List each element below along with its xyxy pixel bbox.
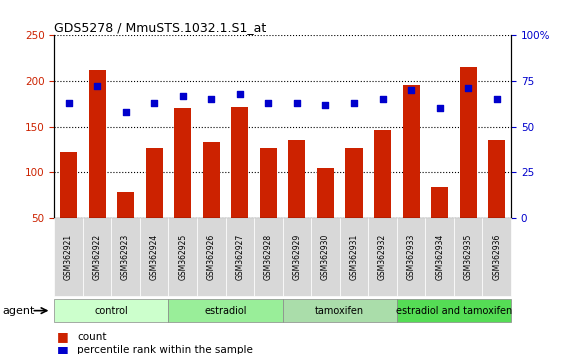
FancyBboxPatch shape (168, 299, 283, 322)
Bar (60, 152, 77, 218)
Text: estradiol: estradiol (204, 306, 247, 316)
Point (207, 96, 216, 102)
FancyBboxPatch shape (454, 218, 482, 296)
Text: percentile rank within the sample: percentile rank within the sample (77, 346, 253, 354)
Text: GSM362936: GSM362936 (492, 233, 501, 280)
Point (235, 91, 244, 97)
Point (492, 96, 501, 102)
Point (378, 96, 387, 102)
FancyBboxPatch shape (197, 218, 226, 296)
Text: GSM362922: GSM362922 (93, 234, 102, 280)
Bar (431, 187, 448, 218)
Bar (89, 70, 106, 218)
FancyBboxPatch shape (425, 218, 454, 296)
Bar (203, 142, 220, 218)
Text: control: control (94, 306, 128, 316)
Text: estradiol and tamoxifen: estradiol and tamoxifen (396, 306, 512, 316)
Bar (374, 130, 391, 218)
FancyBboxPatch shape (283, 299, 397, 322)
Text: GSM362935: GSM362935 (464, 233, 473, 280)
Bar (146, 148, 163, 218)
Point (64, 100, 73, 106)
Point (464, 85, 473, 91)
Bar (231, 107, 248, 218)
Text: GSM362933: GSM362933 (407, 233, 416, 280)
FancyBboxPatch shape (397, 218, 425, 296)
Text: GSM362929: GSM362929 (292, 234, 301, 280)
Text: GSM362927: GSM362927 (235, 234, 244, 280)
Text: GSM362932: GSM362932 (378, 234, 387, 280)
Point (292, 100, 301, 106)
Bar (174, 108, 191, 218)
FancyBboxPatch shape (111, 218, 140, 296)
Bar (460, 67, 477, 218)
FancyBboxPatch shape (54, 218, 83, 296)
Text: count: count (77, 332, 107, 342)
Text: tamoxifen: tamoxifen (315, 306, 364, 316)
FancyBboxPatch shape (140, 218, 168, 296)
Text: GSM362928: GSM362928 (264, 234, 273, 280)
FancyBboxPatch shape (226, 218, 254, 296)
FancyBboxPatch shape (340, 218, 368, 296)
Point (93, 84, 102, 89)
Bar (260, 148, 277, 218)
Text: GSM362921: GSM362921 (64, 234, 73, 280)
Bar (117, 192, 134, 218)
Point (121, 109, 130, 115)
FancyBboxPatch shape (397, 299, 511, 322)
FancyBboxPatch shape (168, 218, 197, 296)
FancyBboxPatch shape (482, 218, 511, 296)
Text: GSM362931: GSM362931 (349, 234, 359, 280)
Text: GDS5278 / MmuSTS.1032.1.S1_at: GDS5278 / MmuSTS.1032.1.S1_at (54, 21, 267, 34)
FancyBboxPatch shape (54, 299, 168, 322)
Text: GSM362934: GSM362934 (435, 233, 444, 280)
Point (349, 100, 359, 106)
Point (321, 102, 330, 108)
Text: GSM362924: GSM362924 (150, 234, 159, 280)
Bar (288, 140, 305, 218)
Text: GSM362923: GSM362923 (121, 234, 130, 280)
Bar (317, 167, 334, 218)
FancyBboxPatch shape (254, 218, 283, 296)
Bar (345, 148, 363, 218)
Point (435, 105, 444, 111)
Text: GSM362926: GSM362926 (207, 234, 216, 280)
Point (264, 100, 273, 106)
Bar (403, 85, 420, 218)
FancyBboxPatch shape (368, 218, 397, 296)
Text: GSM362925: GSM362925 (178, 234, 187, 280)
Point (178, 93, 187, 98)
Point (150, 100, 159, 106)
Text: ■: ■ (57, 344, 69, 354)
Bar (488, 140, 505, 218)
FancyBboxPatch shape (311, 218, 340, 296)
FancyBboxPatch shape (83, 218, 111, 296)
FancyBboxPatch shape (283, 218, 311, 296)
Text: ■: ■ (57, 331, 69, 343)
Point (407, 87, 416, 93)
Text: GSM362930: GSM362930 (321, 233, 330, 280)
Text: agent: agent (3, 306, 35, 316)
